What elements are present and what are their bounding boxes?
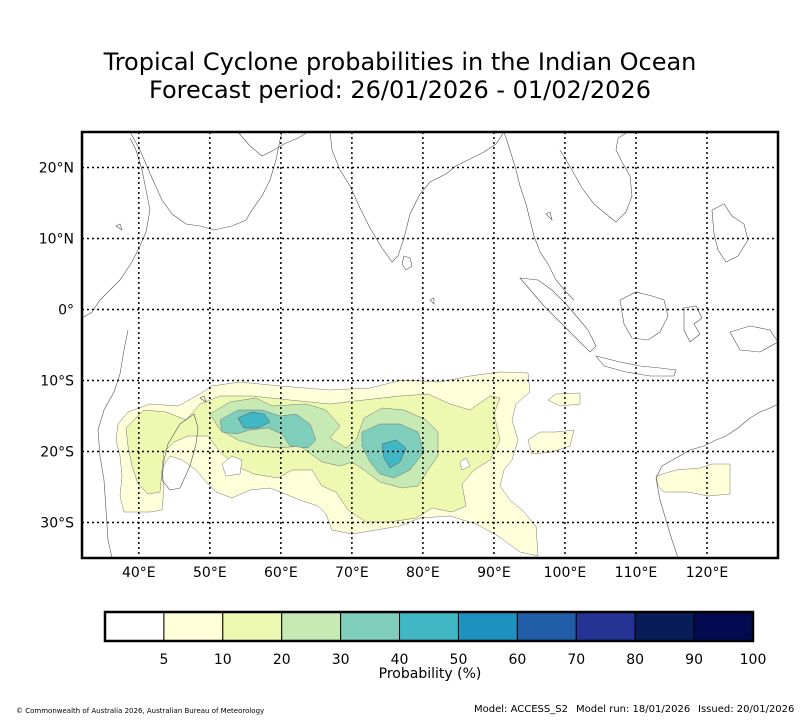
longitude-tick-label: 100°E <box>544 565 587 581</box>
colorbar-tick-label: 100 <box>740 652 767 668</box>
coast-iran <box>237 132 309 157</box>
longitude-tick-label: 40°E <box>122 565 156 581</box>
latitude-tick-label: 30°S <box>40 516 74 532</box>
colorbar-tick-label: 40 <box>391 652 409 668</box>
longitude-tick-label: 50°E <box>193 565 227 581</box>
colorbar-tick-label: 70 <box>567 652 585 668</box>
latitude-tick-label: 10°S <box>40 374 74 390</box>
coast-srilanka <box>401 255 413 271</box>
prob-hole-1 <box>221 455 243 477</box>
model-run-text: Model run: 18/01/2026 <box>576 704 691 715</box>
prob-band-5-small-3 <box>655 463 731 497</box>
colorbar-tick-label: 20 <box>273 652 291 668</box>
title-line-2: Forecast period: 26/01/2026 - 01/02/2026 <box>149 76 651 104</box>
probability-shading <box>115 371 731 557</box>
colorbar-tick-label: 5 <box>159 652 168 668</box>
coast-myanmar <box>503 132 575 301</box>
colorbar-tick-label: 60 <box>508 652 526 668</box>
colorbar-tick-label: 50 <box>450 652 468 668</box>
model-text: Model: ACCESS_S2 <box>474 704 568 715</box>
longitude-tick-label: 70°E <box>335 565 369 581</box>
colorbar-frame <box>103 610 755 643</box>
colorbar-tick-label: 10 <box>214 652 232 668</box>
longitude-tick-label: 90°E <box>477 565 511 581</box>
coast-newguinea <box>729 325 778 353</box>
colorbar-swatch <box>634 611 695 642</box>
colorbar-swatch <box>693 611 754 642</box>
latitude-tick-label: 10°N <box>39 232 74 248</box>
coast-sumatra <box>519 277 597 353</box>
colorbar-swatch <box>516 611 577 642</box>
longitude-labels: 40°E 50°E 60°E 70°E 80°E 90°E 100°E 110°E 120°E <box>122 565 728 581</box>
coast-philippines <box>711 203 749 263</box>
colorbar-labels: 5 10 20 30 40 50 60 70 80 90 100 <box>159 652 766 668</box>
colorbar-tick-label: 30 <box>332 652 350 668</box>
colorbar-swatch <box>399 611 459 642</box>
latitude-tick-label: 20°N <box>39 161 74 177</box>
latitude-tick-label: 20°S <box>40 445 74 461</box>
colorbar-boxes <box>103 610 755 643</box>
colorbar-swatch <box>575 611 636 642</box>
prob-hole-2 <box>459 457 471 471</box>
colorbar-title: Probability (%) <box>379 666 482 682</box>
colorbar-tick-label: 80 <box>626 652 644 668</box>
colorbar-swatch <box>340 611 401 642</box>
colorbar-swatch <box>281 611 342 642</box>
colorbar-swatch <box>163 611 224 642</box>
issued-text: Issued: 20/01/2026 <box>698 704 795 715</box>
longitude-tick-label: 110°E <box>615 565 658 581</box>
latitude-tick-label: 0° <box>58 303 74 319</box>
coast-borneo <box>619 291 669 341</box>
coast-java <box>595 355 677 377</box>
prob-band-40 <box>237 411 271 429</box>
coast-arabia <box>129 132 283 231</box>
colorbar-tick-label: 90 <box>685 652 703 668</box>
latitude-labels: 20°N 10°N 0° 10°S 20°S 30°S <box>39 161 74 532</box>
prob-band-5-small-2 <box>527 429 575 455</box>
graticule <box>82 132 778 558</box>
prob-band-40-b <box>381 439 407 469</box>
coast-sulawesi <box>683 305 703 343</box>
coast-madagascar <box>161 413 199 491</box>
longitude-tick-label: 60°E <box>264 565 298 581</box>
longitude-tick-label: 120°E <box>686 565 729 581</box>
map-title: Tropical Cyclone probabilities in the In… <box>0 48 800 104</box>
colorbar-swatch <box>222 611 283 642</box>
prob-band-5-small-1 <box>547 392 581 407</box>
coast-islands <box>115 211 553 403</box>
coastlines <box>82 132 778 558</box>
colorbar-swatch <box>457 611 518 642</box>
colorbar-swatch <box>104 611 165 642</box>
coast-indochina <box>559 132 633 223</box>
copyright-text: © Commonwealth of Australia 2026, Austra… <box>16 707 265 715</box>
title-line-1: Tropical Cyclone probabilities in the In… <box>103 48 697 76</box>
coast-australia <box>655 403 778 558</box>
coast-africa <box>82 137 151 558</box>
map-frame <box>80 130 780 560</box>
longitude-tick-label: 80°E <box>406 565 440 581</box>
